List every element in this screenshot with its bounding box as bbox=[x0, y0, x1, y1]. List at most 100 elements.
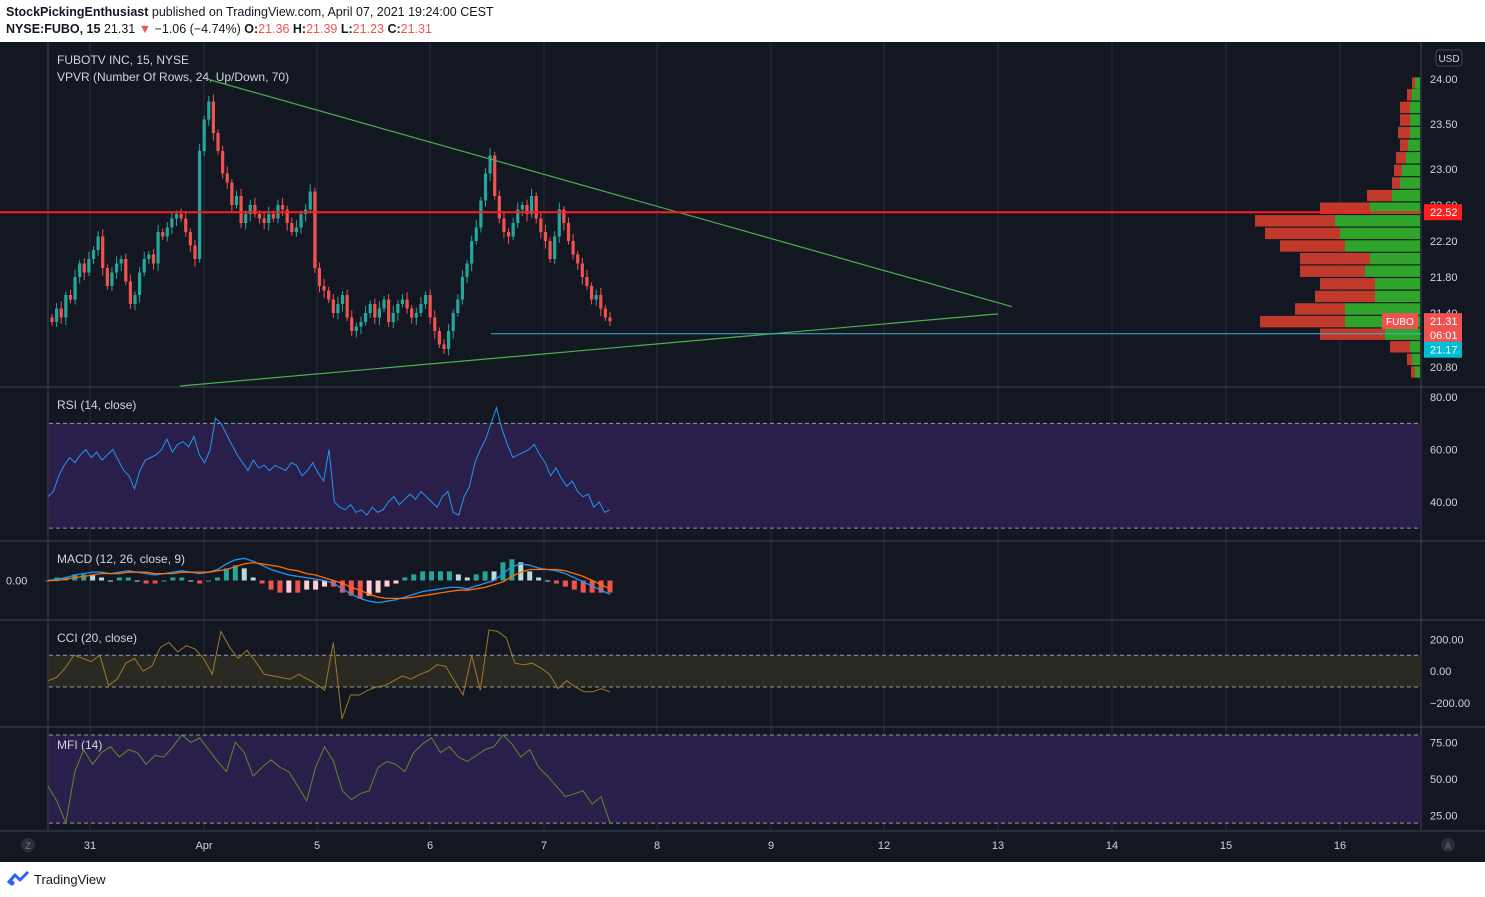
volume-profile-down bbox=[1411, 366, 1415, 378]
candle-body bbox=[456, 299, 460, 313]
candle-body bbox=[68, 295, 73, 300]
macd-histogram-bar bbox=[268, 580, 274, 590]
candle-body bbox=[474, 227, 478, 241]
indicator-title: CCI (20, close) bbox=[57, 631, 137, 645]
tradingview-logo-icon[interactable] bbox=[6, 870, 30, 886]
indicator-tick-label: 0.00 bbox=[1430, 666, 1451, 678]
candle-body bbox=[216, 133, 220, 151]
high-value: 21.39 bbox=[306, 22, 338, 36]
candle-body bbox=[506, 232, 511, 237]
volume-profile-down bbox=[1400, 101, 1410, 114]
candle-body bbox=[543, 232, 548, 241]
price-tick-label: 24.00 bbox=[1430, 74, 1458, 86]
tradingview-brand[interactable]: TradingView bbox=[34, 872, 106, 887]
time-tick-label: 5 bbox=[314, 840, 320, 852]
indicator-tick-label: 60.00 bbox=[1430, 445, 1458, 457]
macd-histogram-bar bbox=[125, 577, 131, 581]
candle-body bbox=[151, 254, 156, 264]
volume-profile-up bbox=[1340, 227, 1420, 240]
candle-body bbox=[336, 304, 340, 313]
macd-histogram-bar bbox=[152, 580, 158, 584]
macd-histogram-bar bbox=[170, 577, 176, 581]
candle-body bbox=[502, 218, 506, 232]
macd-histogram-bar bbox=[277, 580, 283, 593]
candle-body bbox=[225, 173, 229, 183]
macd-histogram-bar bbox=[295, 580, 301, 593]
candle-body bbox=[105, 268, 109, 286]
volume-profile-up bbox=[1410, 101, 1420, 114]
indicator-line bbox=[47, 734, 611, 825]
candle-body bbox=[391, 313, 395, 322]
open-value: 21.36 bbox=[258, 22, 290, 36]
volume-profile-down bbox=[1400, 139, 1408, 151]
candle-body bbox=[585, 277, 589, 286]
upper-trendline bbox=[206, 78, 1013, 308]
published-text: published on TradingView.com, April 07, … bbox=[151, 5, 494, 19]
candle-body bbox=[165, 227, 169, 237]
candle-body bbox=[280, 205, 285, 210]
macd-histogram-bar bbox=[206, 580, 212, 582]
candle-body bbox=[548, 241, 552, 259]
publisher-name[interactable]: StockPickingEnthusiast bbox=[6, 5, 149, 19]
candle-body bbox=[410, 308, 414, 318]
macd-histogram-bar bbox=[527, 571, 533, 581]
candle-body bbox=[562, 209, 566, 223]
last-price: 21.31 bbox=[103, 22, 136, 36]
candle-body bbox=[59, 308, 63, 318]
candle-body bbox=[50, 317, 54, 322]
candle-body bbox=[428, 295, 432, 318]
signal-line bbox=[48, 561, 611, 600]
indicator-tick-label: 50.00 bbox=[1430, 774, 1458, 786]
macd-histogram-bar bbox=[188, 580, 194, 582]
volume-profile-up bbox=[1345, 240, 1420, 252]
candle-body bbox=[451, 313, 455, 331]
candle-body bbox=[128, 281, 132, 304]
indicator-title: RSI (14, close) bbox=[57, 398, 136, 412]
candle-body bbox=[230, 182, 234, 205]
candle-body bbox=[571, 241, 575, 255]
indicator-line bbox=[47, 629, 611, 719]
macd-histogram-bar bbox=[250, 577, 256, 581]
time-tick-label: 15 bbox=[1220, 840, 1232, 852]
volume-profile-up bbox=[1415, 77, 1420, 89]
macd-histogram-bar bbox=[402, 577, 408, 581]
candle-body bbox=[174, 214, 179, 219]
candle-body bbox=[576, 254, 580, 264]
candle-body bbox=[78, 263, 82, 277]
candle-body bbox=[520, 205, 524, 210]
volume-profile-up bbox=[1370, 252, 1420, 265]
chart-canvas[interactable]: 31 Apr 5 6 7 8 9 12 13 14 15 16 Z A FUBOTV INC, 15, NY… bbox=[0, 42, 1485, 862]
candle-body bbox=[82, 263, 86, 273]
candle-body bbox=[589, 286, 594, 300]
symbol: NYSE:FUBO, 15 bbox=[6, 22, 101, 36]
resistance-price-tag bbox=[1424, 204, 1462, 221]
time-tick-label: 13 bbox=[992, 840, 1004, 852]
candle-body bbox=[460, 277, 465, 300]
candle-body bbox=[119, 259, 123, 264]
candle-body bbox=[234, 196, 239, 205]
candle-body bbox=[354, 326, 358, 331]
candle-body bbox=[147, 254, 151, 259]
volume-profile-up bbox=[1408, 139, 1420, 151]
candle-body bbox=[414, 313, 418, 318]
indicator-tick-label: 40.00 bbox=[1430, 497, 1458, 509]
indicator-tick-label: 200.00 bbox=[1430, 634, 1464, 646]
macd-histogram-bar bbox=[223, 568, 229, 581]
indicator-title: MFI (14) bbox=[57, 738, 102, 752]
candle-body bbox=[331, 299, 335, 313]
macd-histogram-bar bbox=[339, 580, 345, 593]
time-tick-label: 8 bbox=[654, 840, 660, 852]
candle-body bbox=[599, 295, 603, 309]
macd-histogram-bar bbox=[134, 580, 140, 582]
volume-profile-down bbox=[1392, 177, 1400, 189]
candle-body bbox=[359, 322, 363, 327]
macd-histogram-bar bbox=[197, 580, 203, 584]
macd-histogram-bar bbox=[446, 571, 452, 581]
volume-profile-down bbox=[1367, 189, 1392, 202]
volume-profile-up bbox=[1406, 152, 1420, 164]
indicator-tick-label: 75.00 bbox=[1430, 737, 1458, 749]
lower-trendline bbox=[179, 313, 999, 387]
candle-body bbox=[262, 218, 266, 223]
candle-body bbox=[197, 151, 202, 259]
candle-body bbox=[317, 268, 322, 286]
